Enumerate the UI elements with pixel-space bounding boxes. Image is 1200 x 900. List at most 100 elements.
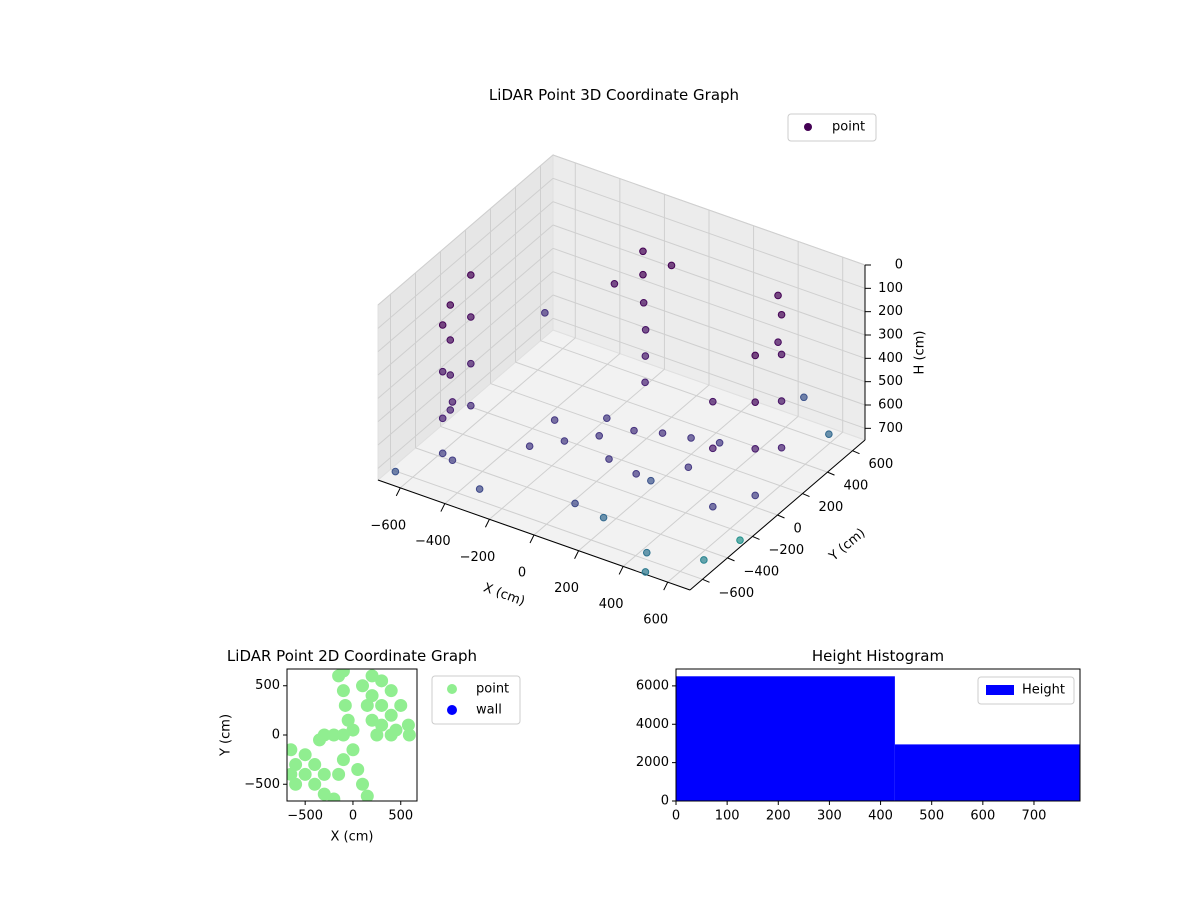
- point: [365, 669, 379, 683]
- point: [365, 713, 379, 727]
- grid-line: [552, 317, 866, 429]
- point: [338, 698, 352, 712]
- point: [560, 437, 569, 445]
- point: [287, 767, 298, 781]
- point: [700, 556, 708, 564]
- point: [438, 449, 447, 458]
- point: [384, 728, 398, 742]
- point: [446, 371, 455, 379]
- point: [709, 444, 717, 453]
- x-tick-label: 0: [518, 566, 526, 581]
- grid-line: [552, 294, 866, 406]
- point: [467, 313, 475, 321]
- point: [467, 271, 475, 279]
- chart-title: LiDAR Point 3D Coordinate Graph: [489, 86, 739, 104]
- point: [571, 499, 579, 508]
- x-tick-label: 700: [1022, 809, 1047, 824]
- point: [709, 502, 717, 511]
- chart-title: Height Histogram: [812, 647, 944, 665]
- grid-line: [440, 425, 753, 537]
- point: [525, 442, 534, 450]
- point: [336, 684, 350, 698]
- y-tick-label: 600: [869, 457, 894, 472]
- y-tick-label: −600: [719, 586, 755, 601]
- x-tick-label: 500: [919, 809, 944, 824]
- y-tick: [852, 450, 860, 455]
- point: [446, 301, 455, 309]
- x-tick-label: 400: [599, 597, 624, 612]
- legend-swatch: [986, 685, 1014, 695]
- point: [774, 338, 782, 346]
- grid-line: [377, 154, 554, 306]
- point: [401, 718, 415, 732]
- grid-line: [515, 361, 828, 473]
- point: [375, 674, 389, 688]
- grid-line: [465, 404, 778, 516]
- y-tick: [702, 578, 710, 583]
- point: [448, 456, 457, 465]
- point: [317, 787, 331, 801]
- grid-line: [552, 247, 866, 359]
- y-tick-label: 6000: [636, 678, 669, 693]
- point: [639, 270, 647, 279]
- point: [550, 416, 559, 424]
- y-tick-label: 0: [661, 794, 669, 809]
- z-tick-label: 600: [878, 398, 903, 413]
- point: [356, 679, 370, 693]
- grid-line: [377, 271, 554, 423]
- x-axis: [377, 479, 691, 591]
- point: [630, 426, 638, 435]
- point: [346, 743, 360, 757]
- x-tick: [440, 503, 446, 512]
- point: [687, 434, 695, 442]
- point: [774, 291, 782, 300]
- z-tick-label: 500: [878, 374, 903, 389]
- y-tick: [727, 557, 735, 562]
- y-tick-label: 0: [794, 522, 802, 537]
- point: [346, 723, 360, 737]
- point: [709, 397, 717, 406]
- point: [336, 728, 350, 742]
- grid-line: [377, 177, 554, 329]
- point: [308, 758, 322, 772]
- y-tick-label: −400: [744, 564, 780, 579]
- point: [360, 789, 374, 801]
- x-tick-label: −400: [415, 534, 451, 549]
- y-tick-label: 2000: [636, 755, 669, 770]
- legend-label: wall: [476, 703, 502, 718]
- legend-label: point: [476, 682, 509, 697]
- point: [751, 398, 760, 406]
- point: [327, 792, 341, 801]
- point: [308, 777, 322, 791]
- grid-line: [377, 294, 554, 446]
- grid-line: [540, 340, 853, 452]
- y-tick-label: 4000: [636, 717, 669, 732]
- point: [639, 247, 647, 256]
- z-tick-label: 200: [878, 304, 903, 319]
- point: [777, 350, 786, 359]
- legend-label: point: [832, 120, 865, 135]
- y-tick-label: −500: [244, 777, 280, 792]
- point: [391, 467, 400, 476]
- x-tick-label: 100: [715, 809, 740, 824]
- point: [751, 445, 760, 453]
- point: [402, 728, 416, 742]
- point: [289, 777, 303, 791]
- point: [751, 491, 760, 500]
- axes-frame: [675, 668, 1081, 802]
- legend-frame: [977, 676, 1075, 705]
- point: [684, 463, 693, 472]
- point: [825, 430, 833, 438]
- z-axis-label: H (cm): [913, 331, 928, 375]
- point: [341, 713, 355, 727]
- point: [777, 397, 786, 405]
- point: [438, 367, 447, 376]
- point: [327, 728, 341, 742]
- grid-line: [552, 271, 866, 383]
- point: [467, 401, 475, 410]
- point: [777, 310, 786, 319]
- point: [375, 718, 389, 732]
- y-axis: [689, 439, 866, 591]
- point: [641, 326, 650, 334]
